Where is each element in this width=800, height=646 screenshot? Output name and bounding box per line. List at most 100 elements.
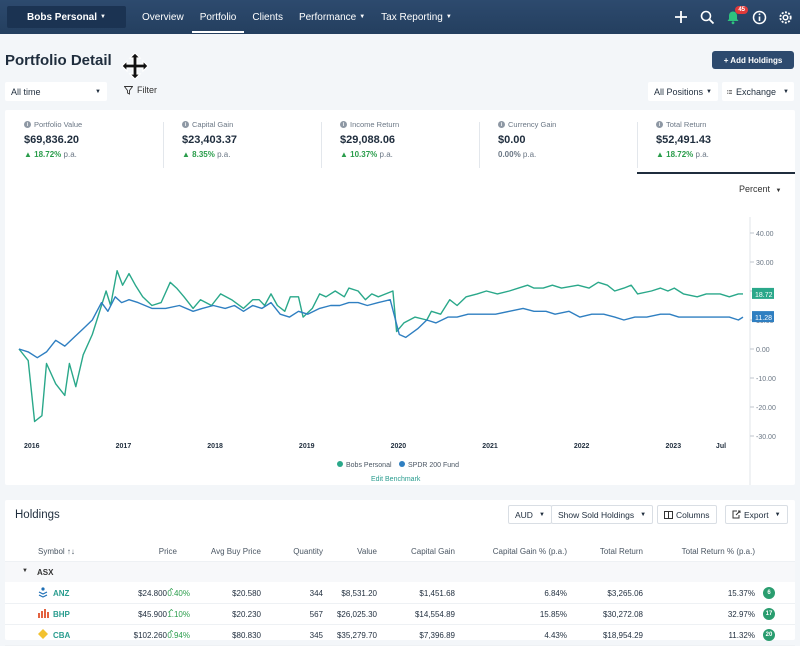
avg-buy-price: $20.230 <box>232 610 261 619</box>
price: $102.260 <box>133 631 167 640</box>
symbol[interactable]: CBA <box>53 631 71 640</box>
x-tick-label: 2019 <box>299 443 315 450</box>
info-icon[interactable] <box>748 6 770 28</box>
capital-gain-pct: 4.43% <box>544 631 567 640</box>
nav-portfolio[interactable]: Portfolio <box>191 0 245 34</box>
col-label: Symbol <box>38 547 65 556</box>
search-icon[interactable] <box>696 6 718 28</box>
stat-value: $0.00 <box>498 134 526 146</box>
transaction-count-badge[interactable]: 20 <box>763 629 775 641</box>
bhp-logo-icon <box>38 609 49 620</box>
total-return-pct: 32.97% <box>727 610 755 619</box>
nav-performance[interactable]: Performance ▼ <box>291 0 373 34</box>
col-avg-buy-price[interactable]: Avg Buy Price <box>210 547 261 556</box>
info-icon: i <box>182 121 189 128</box>
col-symbol[interactable]: Symbol ↑↓ <box>38 547 75 556</box>
nav-overview[interactable]: Overview <box>134 0 192 34</box>
info-icon: i <box>498 121 505 128</box>
stat-currency-gain[interactable]: i Currency Gain $0.00 0.00% p.a. <box>479 110 637 174</box>
stat-label: Portfolio Value <box>34 120 83 129</box>
series-end-label: 11.28 <box>755 315 772 322</box>
stat-change: 8.35% <box>192 150 215 159</box>
col-capital-gain[interactable]: Capital Gain <box>410 547 455 556</box>
col-total-return[interactable]: Total Return <box>599 547 643 556</box>
col-quantity[interactable]: Quantity <box>293 547 323 556</box>
stat-capital-gain[interactable]: i Capital Gain $23,403.37 ▲ 8.35% p.a. <box>163 110 321 174</box>
table-row[interactable]: BHP $45.900 1.10% ⌃ $20.230 567 $26,025.… <box>5 604 795 625</box>
chevron-down-icon: ▼ <box>774 511 781 518</box>
time-range-select[interactable]: All time ▼ <box>5 82 107 101</box>
show-sold-holdings-select[interactable]: Show Sold Holdings ▼ <box>551 505 654 524</box>
bell-icon[interactable]: 45 <box>722 6 748 28</box>
col-price[interactable]: Price <box>158 547 177 556</box>
total-return: $3,265.06 <box>607 589 643 598</box>
capital-gain-pct: 15.85% <box>539 610 567 619</box>
gear-icon[interactable] <box>774 6 796 28</box>
stat-suffix: p.a. <box>695 150 709 159</box>
capital-gain: $7,396.89 <box>419 631 455 640</box>
capital-gain: $14,554.89 <box>414 610 455 619</box>
legend-label: SPDR 200 Fund <box>408 462 459 469</box>
holdings-table-header: Symbol ↑↓ Price Avg Buy Price Quantity V… <box>5 540 795 562</box>
transaction-count-badge[interactable]: 17 <box>763 608 775 620</box>
stat-label: Total Return <box>666 120 707 129</box>
columns-button[interactable]: Columns <box>657 505 717 524</box>
symbol[interactable]: ANZ <box>53 589 70 598</box>
performance-chart: 40.0030.0020.0010.000.00-10.00-20.00-30.… <box>18 217 776 485</box>
legend-label: Bobs Personal <box>346 462 392 469</box>
table-row[interactable]: ANZ $24.800 0.40% ⌃ $20.580 344 $8,531.2… <box>5 583 795 604</box>
transaction-count-badge[interactable]: 6 <box>763 587 775 599</box>
portfolio-selector[interactable]: Bobs Personal ▼ <box>7 6 126 28</box>
capital-gain-pct: 6.84% <box>544 589 567 598</box>
table-row[interactable]: CBA $102.260 0.94% ⌃ $80.830 345 $35,279… <box>5 625 795 646</box>
stat-income-return[interactable]: i Income Return $29,088.06 ▲ 10.37% p.a. <box>321 110 479 174</box>
currency-select[interactable]: AUD ▼ <box>508 505 552 524</box>
nav-tax-reporting[interactable]: Tax Reporting ▼ <box>373 0 460 34</box>
positions-label: All Positions <box>654 86 704 97</box>
exchange-select[interactable]: Exchange ▼ <box>722 82 794 101</box>
chevron-down-icon: ▼ <box>100 14 106 20</box>
series-line-0 <box>18 270 743 423</box>
price-change: 0.94% <box>167 631 190 640</box>
y-tick-label: -20.00 <box>756 405 776 412</box>
export-icon <box>732 510 741 519</box>
nav-clients[interactable]: Clients <box>244 0 291 34</box>
currency-label: AUD <box>515 509 533 520</box>
col-total-return-pct[interactable]: Total Return % (p.a.) <box>681 547 755 556</box>
total-return: $18,954.29 <box>602 631 643 640</box>
main-nav: Overview Portfolio Clients Performance ▼ … <box>134 0 460 34</box>
stat-portfolio-value[interactable]: i Portfolio Value $69,836.20 ▲ 18.72% p.a… <box>5 110 163 174</box>
filter-button[interactable]: Filter <box>124 85 157 95</box>
chevron-down-icon: ▼ <box>95 88 101 95</box>
total-return-pct: 15.37% <box>727 589 755 598</box>
symbol[interactable]: BHP <box>53 610 70 619</box>
anz-logo-icon <box>38 587 48 600</box>
col-value[interactable]: Value <box>357 547 377 556</box>
stat-label: Income Return <box>350 120 400 129</box>
chevron-down-icon: ▼ <box>706 88 712 95</box>
edit-benchmark-link[interactable]: Edit Benchmark <box>371 476 421 483</box>
plus-icon[interactable] <box>670 6 692 28</box>
export-label: Export <box>744 509 769 520</box>
chart-mode-label: Percent <box>739 184 771 194</box>
export-button[interactable]: Export ▼ <box>725 505 788 524</box>
legend-marker <box>399 461 405 467</box>
positions-select[interactable]: All Positions ▼ <box>648 82 718 101</box>
stat-value: $52,491.43 <box>656 134 712 146</box>
avg-buy-price: $80.830 <box>232 631 261 640</box>
chart-mode-select[interactable]: Percent ▼ <box>739 184 782 194</box>
add-holdings-button[interactable]: + Add Holdings <box>712 51 794 69</box>
cba-logo-icon <box>38 629 48 641</box>
x-tick-label: 2017 <box>116 443 132 450</box>
col-capital-gain-pct[interactable]: Capital Gain % (p.a.) <box>492 547 567 556</box>
chevron-down-icon: ▼ <box>359 14 366 20</box>
filter-label: Filter <box>137 85 157 95</box>
chevron-up-icon: ⌃ <box>168 587 175 596</box>
stat-total-return[interactable]: i Total Return $52,491.43 ▲ 18.72% p.a. <box>637 110 795 174</box>
x-tick-label: Jul <box>716 443 726 450</box>
stats-row: i Portfolio Value $69,836.20 ▲ 18.72% p.a… <box>5 110 795 174</box>
exchange-group-row[interactable]: ▼ ASX <box>5 562 795 582</box>
y-tick-label: -10.00 <box>756 376 776 383</box>
page-title: Portfolio Detail <box>5 52 112 69</box>
chevron-up-icon: ⌃ <box>168 629 175 638</box>
